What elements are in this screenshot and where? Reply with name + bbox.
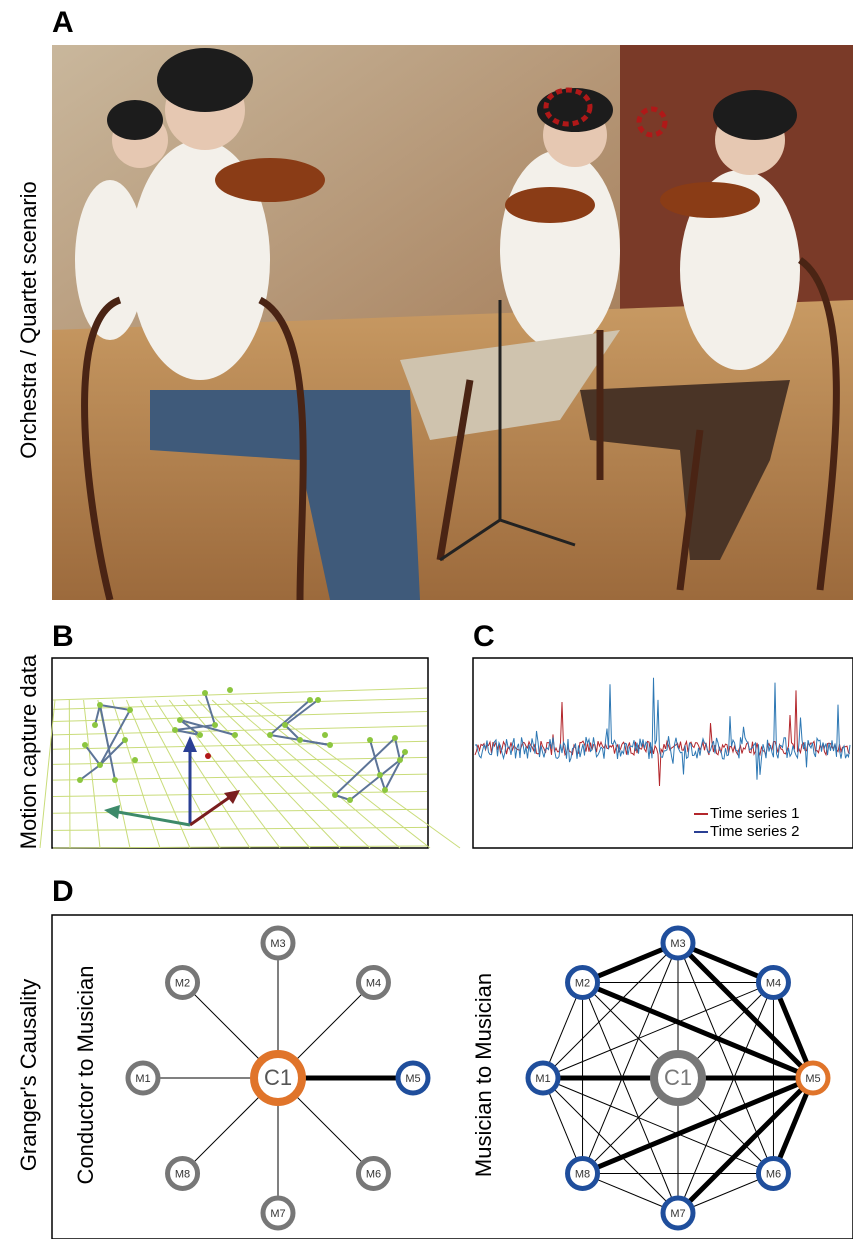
- panel-letter: D: [52, 875, 74, 908]
- panel-letter: A: [52, 6, 74, 39]
- marker: [122, 737, 128, 743]
- node-label: M3: [670, 938, 685, 950]
- center-label: C1: [264, 1065, 292, 1090]
- marker: [97, 702, 103, 708]
- marker: [392, 735, 398, 741]
- marker: [212, 722, 218, 728]
- marker: [332, 792, 338, 798]
- marker: [97, 762, 103, 768]
- marker: [267, 732, 273, 738]
- node-label: M4: [366, 977, 381, 989]
- photo: [52, 45, 853, 600]
- grid-line: [69, 700, 70, 848]
- marker: [127, 707, 133, 713]
- marker: [132, 757, 138, 763]
- node-label: M2: [175, 977, 190, 989]
- marker: [282, 722, 288, 728]
- marker: [347, 797, 353, 803]
- marker: [307, 697, 313, 703]
- figure: A Orchestra / Quartet scenario: [0, 0, 853, 1239]
- marker: [92, 722, 98, 728]
- node-label: M4: [766, 977, 781, 989]
- node-label: M8: [575, 1168, 590, 1180]
- marker: [367, 737, 373, 743]
- legend-label: Time series 2: [710, 823, 799, 840]
- marker: [297, 737, 303, 743]
- marker: [202, 690, 208, 696]
- marker: [402, 749, 408, 755]
- marker: [397, 757, 403, 763]
- marker: [322, 732, 328, 738]
- marker: [77, 777, 83, 783]
- graph-title: Conductor to Musician: [73, 966, 98, 1185]
- marker: [177, 717, 183, 723]
- node-label: M6: [766, 1168, 781, 1180]
- marker: [82, 742, 88, 748]
- node-label: M1: [535, 1073, 550, 1085]
- node-label: M3: [270, 938, 285, 950]
- panel-label: Motion capture data: [16, 654, 41, 849]
- graph-title: Musician to Musician: [471, 973, 496, 1177]
- marker: [232, 732, 238, 738]
- legend-label: Time series 1: [710, 805, 799, 822]
- node-label: M5: [405, 1073, 420, 1085]
- panel-letter: C: [473, 620, 495, 653]
- marker: [377, 772, 383, 778]
- panel-frame: [52, 658, 428, 848]
- node-label: M6: [366, 1168, 381, 1180]
- marker: [227, 687, 233, 693]
- panel-label: Granger's Causality: [16, 979, 41, 1172]
- center-label: C1: [664, 1065, 692, 1090]
- marker: [327, 742, 333, 748]
- node-label: M7: [670, 1208, 685, 1220]
- panel-letter: B: [52, 620, 74, 653]
- node-label: M5: [805, 1073, 820, 1085]
- panel-label: Orchestra / Quartet scenario: [16, 181, 41, 459]
- node-label: M7: [270, 1208, 285, 1220]
- node-label: M8: [175, 1168, 190, 1180]
- marker: [172, 727, 178, 733]
- marker: [197, 732, 203, 738]
- marker: [382, 787, 388, 793]
- marker: [315, 697, 321, 703]
- node-label: M1: [135, 1073, 150, 1085]
- node-label: M2: [575, 977, 590, 989]
- marker: [112, 777, 118, 783]
